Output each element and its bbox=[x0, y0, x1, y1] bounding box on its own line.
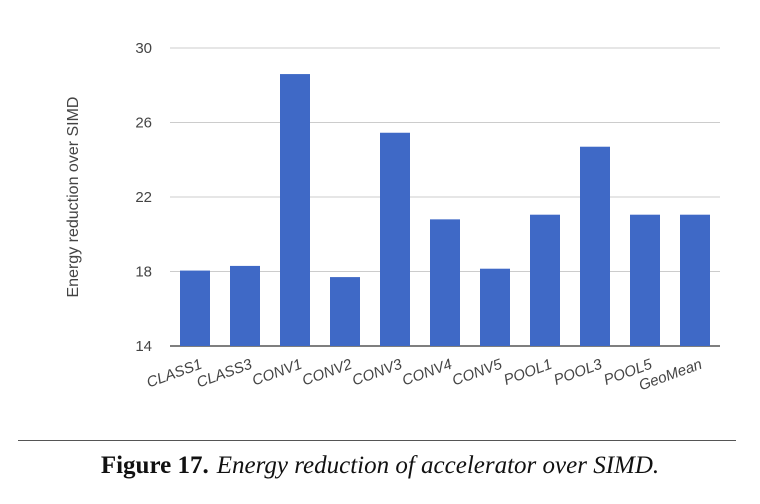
x-tick-label-conv1: CONV1 bbox=[250, 356, 304, 390]
y-tick-label: 22 bbox=[135, 189, 152, 206]
y-tick-labels: 14 18 22 26 30 bbox=[135, 40, 152, 355]
bar-geomean bbox=[680, 214, 710, 346]
x-tick-label-conv5: CONV5 bbox=[450, 356, 505, 390]
x-tick-label-class3: CLASS3 bbox=[194, 356, 254, 392]
bar-conv4 bbox=[430, 219, 460, 346]
bar-pool5 bbox=[630, 214, 660, 346]
x-tick-label-conv3: CONV3 bbox=[350, 356, 405, 390]
bar-conv2 bbox=[330, 277, 360, 346]
y-axis-title: Energy reduction over SIMD bbox=[65, 97, 82, 298]
figure-caption: Figure 17. Energy reduction of accelerato… bbox=[0, 452, 760, 480]
bar-pool3 bbox=[580, 146, 610, 346]
x-tick-labels: CLASS1CLASS3CONV1CONV2CONV3CONV4CONV5POO… bbox=[144, 356, 704, 395]
bar-pool1 bbox=[530, 214, 560, 346]
figure-number: Figure 17. bbox=[100, 452, 209, 479]
x-tick-label-conv4: CONV4 bbox=[400, 356, 454, 390]
bar-class3 bbox=[230, 265, 260, 346]
x-tick-label-conv2: CONV2 bbox=[300, 356, 355, 390]
y-tick-label: 18 bbox=[135, 264, 152, 281]
caption-rule bbox=[18, 440, 736, 441]
x-tick-label-pool1: POOL1 bbox=[502, 356, 555, 389]
bar-class1 bbox=[180, 270, 210, 346]
figure-caption-text: Energy reduction of accelerator over SIM… bbox=[216, 452, 660, 479]
bar-conv3 bbox=[380, 132, 410, 346]
x-tick-label-class1: CLASS1 bbox=[144, 356, 204, 392]
y-tick-label: 26 bbox=[135, 115, 152, 132]
y-tick-label: 14 bbox=[135, 338, 152, 355]
x-tick-label-pool3: POOL3 bbox=[552, 356, 605, 389]
y-tick-label: 30 bbox=[135, 40, 152, 57]
bars bbox=[180, 74, 710, 346]
bar-conv5 bbox=[480, 268, 510, 346]
bar-conv1 bbox=[280, 74, 310, 346]
